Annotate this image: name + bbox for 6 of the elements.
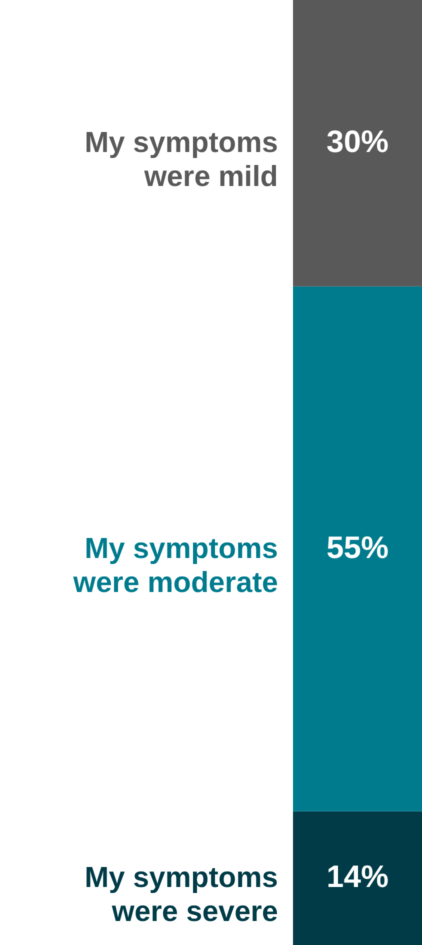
data-label: 55% [326, 530, 389, 565]
data-label: 14% [326, 859, 389, 894]
series-label: My symptoms were moderate [72, 532, 278, 599]
series-label: My symptoms were mild [84, 127, 278, 194]
series-label: My symptoms were severe [84, 862, 278, 928]
data-label: 30% [326, 124, 389, 160]
